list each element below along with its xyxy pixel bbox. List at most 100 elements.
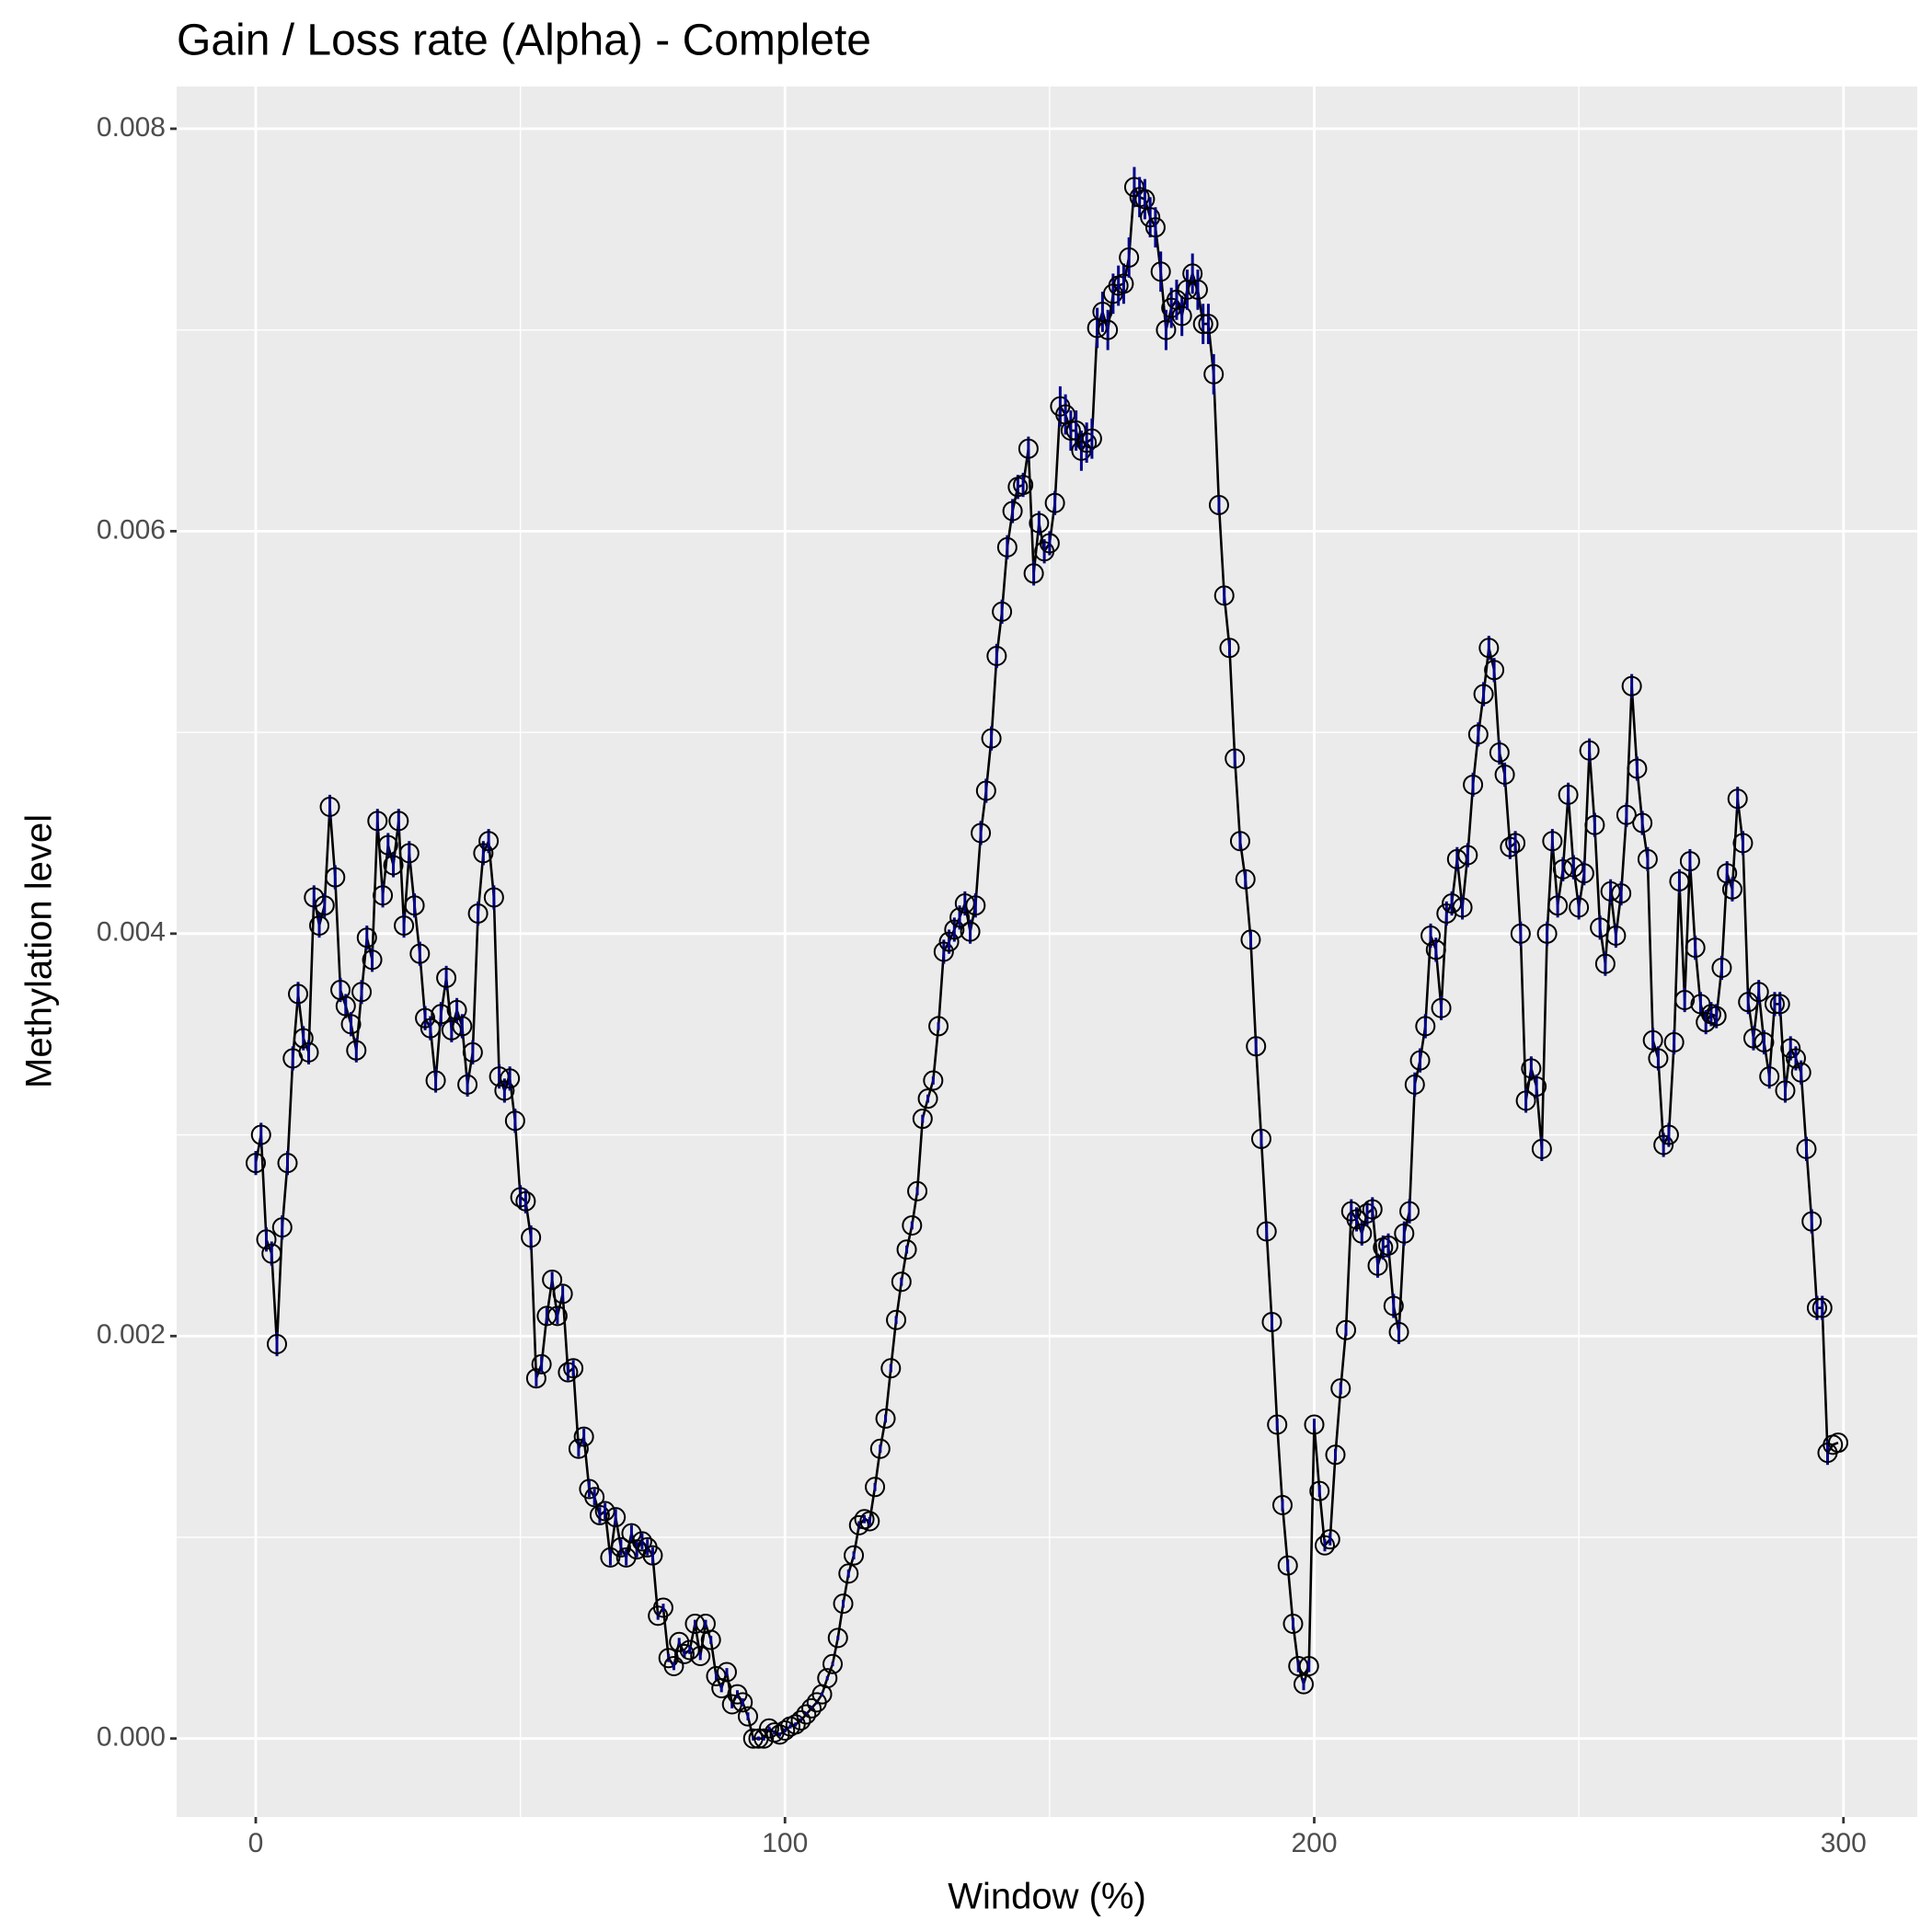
point <box>1378 1235 1399 1256</box>
point <box>1594 953 1616 974</box>
point <box>1754 1031 1775 1052</box>
point <box>801 1697 822 1719</box>
point <box>1759 1066 1780 1087</box>
point <box>975 780 996 801</box>
point <box>425 1070 446 1091</box>
point <box>1828 1432 1848 1454</box>
point <box>721 1694 742 1715</box>
x-axis-title: Window (%) <box>948 1877 1146 1917</box>
point <box>875 1408 896 1429</box>
point <box>1552 858 1573 880</box>
point <box>716 1662 737 1683</box>
point <box>753 1728 775 1749</box>
point <box>605 1507 627 1528</box>
point <box>589 1504 610 1525</box>
point <box>1203 363 1225 385</box>
point <box>737 1706 758 1727</box>
x-tick-label: 300 <box>1821 1828 1867 1858</box>
point <box>1029 512 1050 534</box>
point <box>383 855 404 876</box>
point <box>420 1018 441 1039</box>
point <box>1648 1048 1669 1069</box>
point <box>467 903 489 924</box>
point <box>1282 1614 1304 1635</box>
point <box>1663 1031 1685 1052</box>
point <box>1621 675 1642 696</box>
point <box>1293 1673 1314 1695</box>
point <box>1076 432 1098 454</box>
point <box>1039 533 1060 554</box>
point <box>489 1066 510 1087</box>
point <box>356 927 377 949</box>
y-tick-label: 0.006 <box>97 514 166 545</box>
point <box>1579 740 1600 761</box>
point <box>992 601 1013 622</box>
grid <box>177 86 1917 1817</box>
point <box>398 843 420 864</box>
point <box>775 1719 796 1741</box>
point <box>346 1040 367 1061</box>
point <box>1584 814 1605 835</box>
marks <box>246 167 1848 1749</box>
point <box>1240 929 1261 950</box>
point <box>663 1655 684 1676</box>
point <box>521 1227 542 1248</box>
point <box>1060 420 1081 442</box>
point <box>1653 1134 1674 1156</box>
point <box>1764 994 1785 1015</box>
point <box>1642 1029 1663 1051</box>
point <box>938 931 960 952</box>
point <box>457 1074 478 1095</box>
point <box>1531 1138 1552 1159</box>
point <box>902 1214 923 1236</box>
point <box>769 1724 790 1745</box>
y-tick-label: 0.004 <box>97 917 166 948</box>
point <box>436 967 457 988</box>
point <box>1256 1221 1277 1242</box>
y-tick-label: 0.002 <box>97 1319 166 1350</box>
point <box>1711 957 1732 978</box>
point <box>1013 475 1034 496</box>
point <box>954 893 975 914</box>
point <box>1674 989 1696 1010</box>
point <box>1738 992 1759 1013</box>
point <box>1198 314 1219 335</box>
point <box>568 1438 589 1459</box>
point <box>452 1016 473 1037</box>
point <box>1431 997 1452 1018</box>
point <box>1420 926 1442 947</box>
point <box>1573 863 1594 884</box>
point <box>732 1692 753 1713</box>
point <box>1536 923 1558 944</box>
point <box>1600 880 1621 902</box>
point <box>1510 923 1531 944</box>
point <box>1484 660 1505 681</box>
point <box>758 1718 779 1739</box>
point <box>319 797 340 818</box>
point <box>1298 1655 1319 1676</box>
point <box>483 887 504 908</box>
point <box>1092 301 1113 322</box>
point <box>1192 314 1213 335</box>
point <box>1325 1444 1346 1466</box>
point <box>510 1187 531 1208</box>
point <box>679 1639 700 1661</box>
point <box>1261 1311 1282 1332</box>
point <box>1367 1255 1388 1276</box>
point <box>1267 1414 1288 1435</box>
point <box>631 1531 652 1552</box>
point <box>277 1153 298 1174</box>
point <box>546 1305 568 1327</box>
point <box>552 1283 573 1305</box>
point <box>1415 1016 1436 1037</box>
point <box>441 1019 462 1041</box>
point <box>827 1627 848 1649</box>
point <box>1388 1321 1409 1342</box>
point <box>886 1309 907 1330</box>
point <box>785 1714 806 1735</box>
point <box>536 1305 558 1327</box>
point <box>362 949 383 971</box>
point <box>1235 868 1256 890</box>
point <box>896 1239 917 1260</box>
